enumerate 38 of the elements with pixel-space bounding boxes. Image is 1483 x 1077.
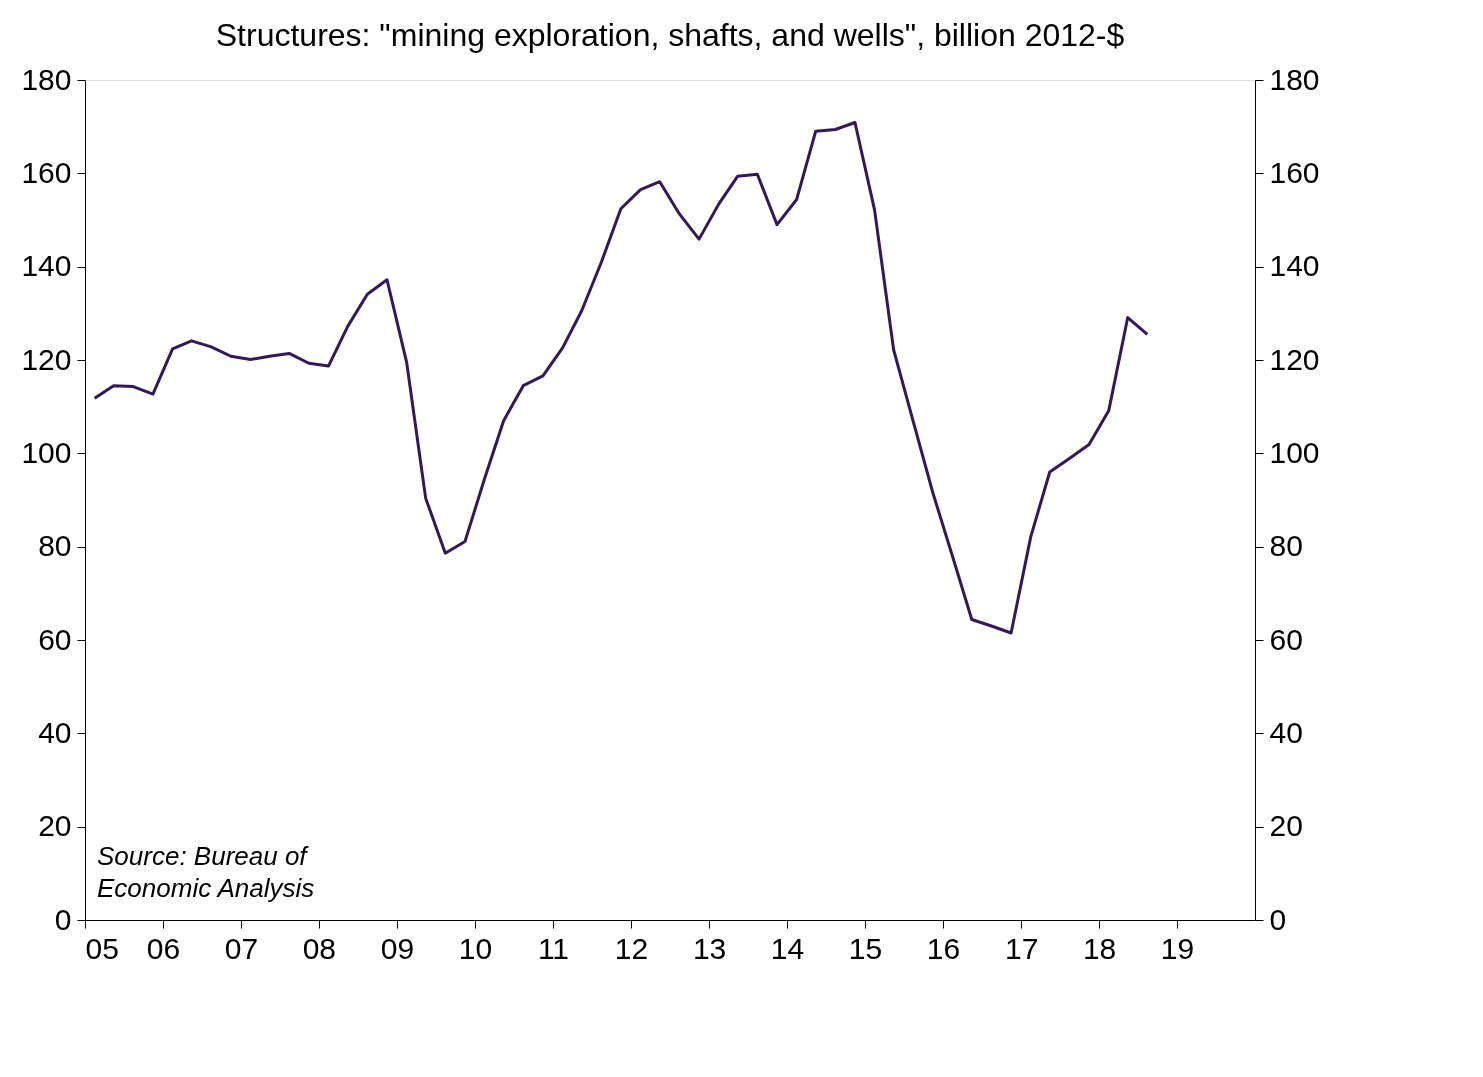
y-tick-label: 120 [21,342,72,376]
x-tick-label: 09 [380,931,415,965]
x-tick-label: 08 [302,931,337,965]
x-tick-label: 18 [1082,931,1117,965]
y2-tick-label: 60 [1269,622,1303,656]
y-tick-label: 0 [54,902,72,936]
x-tick-label: 14 [770,931,805,965]
y2-tick-label: 100 [1269,435,1320,469]
annotation: Source: Bureau of Economic Analysis [97,841,315,903]
x-tick-label: 12 [614,931,649,965]
y2-tick-label: 40 [1269,715,1303,749]
y-tick-label: 100 [21,435,72,469]
y2-tick-label: 140 [1269,249,1320,283]
y2-tick-label: 160 [1269,155,1320,189]
y2-tick-label: 120 [1269,342,1320,376]
x-tick-label: 17 [1004,931,1039,965]
y-tick-label: 80 [38,529,72,563]
x-tick-label: 13 [692,931,727,965]
y2-tick-label: 20 [1269,809,1303,843]
line-series [93,120,1149,635]
y2-tick-label: 0 [1269,902,1287,936]
x-tick-label: 05 [85,931,119,965]
y-tick-label: 160 [21,155,72,189]
y-tick-label: 20 [38,809,72,843]
x-tick-label: 07 [224,931,259,965]
x-tick-label: 06 [146,931,181,965]
x-tick-label: 16 [926,931,961,965]
y-tick-label: 180 [21,62,72,96]
y-tick-label: 140 [21,249,72,283]
y-tick-label: 60 [38,622,72,656]
x-tick-label: 11 [537,931,570,965]
x-tick-label: 15 [848,931,883,965]
x-tick-label: 10 [458,931,493,965]
y-tick-label: 40 [38,715,72,749]
x-tick-label: 19 [1160,931,1195,965]
y2-tick-label: 80 [1269,529,1303,563]
chart-title: Structures: "mining exploration, shafts, and wells", billion 2012-$ [215,17,1125,53]
y2-tick-label: 180 [1269,62,1320,96]
